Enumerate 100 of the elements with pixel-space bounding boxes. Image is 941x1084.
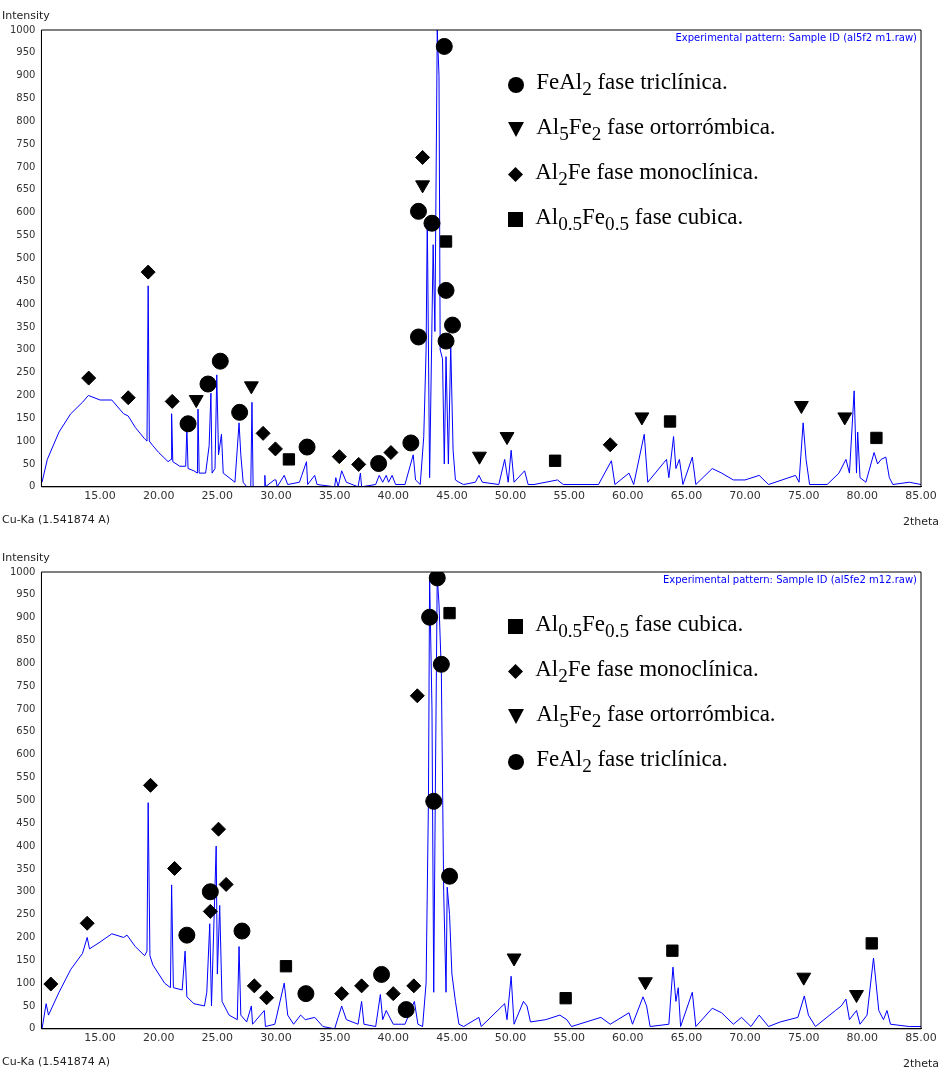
x-tick-label: 35.00 (318, 1031, 351, 1045)
point (297, 985, 315, 1003)
point (383, 445, 399, 461)
x-tick-label: 55.00 (553, 489, 585, 503)
y-tick-label: 50 (22, 999, 36, 1011)
x-tick-label: 20.00 (142, 1031, 175, 1045)
x-tick-label: 45.00 (436, 489, 468, 503)
y-tick-label: 450 (16, 816, 36, 828)
legend-label: Al$_{0.5}$Fe$_{0.5}$ fase cubica. (535, 204, 744, 235)
y-tick-label: 450 (16, 274, 36, 286)
y-tick-label: 600 (16, 206, 36, 218)
y-tick-label: 650 (16, 183, 36, 195)
y-tick-label: 200 (16, 931, 36, 943)
legend-label: Al$_{2}$Fe fase monoclínica. (535, 656, 759, 687)
point (548, 454, 562, 467)
x-tick-label: 55.00 (553, 1031, 585, 1045)
point (199, 375, 217, 393)
point (202, 903, 218, 919)
y-tick-label: 700 (16, 702, 36, 714)
y-tick-label: 800 (16, 114, 36, 126)
y-tick-label: 500 (16, 793, 36, 805)
point (385, 986, 401, 1002)
point (796, 972, 812, 986)
y-tick-label: 0 (29, 1022, 36, 1034)
y-tick-label: 0 (29, 480, 36, 492)
x-tick-label: 15.00 (84, 489, 116, 503)
y-tick-label: 900 (16, 611, 36, 623)
y-tick-label: 750 (16, 137, 36, 149)
y-tick-label: 900 (16, 69, 36, 81)
point (435, 37, 453, 55)
point (472, 451, 487, 465)
point (120, 390, 136, 406)
x-tick-label: 50.00 (494, 1031, 527, 1045)
point (279, 960, 293, 973)
point (406, 978, 422, 994)
x-tick-label: 15.00 (84, 1031, 116, 1045)
point (334, 986, 350, 1002)
point (143, 777, 159, 793)
y-tick-label: 850 (16, 92, 36, 104)
y-tick-label: 300 (16, 885, 36, 897)
point (211, 352, 229, 370)
point (231, 403, 249, 421)
point (370, 455, 388, 472)
y-axis-title: Intensity (2, 551, 51, 565)
point (663, 415, 677, 428)
legend-label: Al$_{0.5}$Fe$_{0.5}$ fase cubica. (535, 611, 744, 642)
y-tick-label: 550 (16, 229, 36, 241)
x-tick-label: 20.00 (142, 489, 175, 503)
y-tick-label: 200 (16, 389, 36, 401)
y-tick-label: 250 (16, 366, 36, 378)
point (409, 328, 427, 346)
point (43, 976, 59, 992)
point (506, 953, 522, 967)
point (428, 572, 446, 587)
y-tick-label: 850 (16, 634, 36, 646)
point (167, 860, 183, 876)
point (373, 965, 391, 983)
text: Cu-Ka (1.541874 A) (2, 513, 110, 527)
point (666, 944, 679, 957)
point (837, 412, 853, 426)
point (443, 606, 456, 620)
y-tick-label: 250 (16, 908, 36, 920)
x-tick-label: 60.00 (612, 489, 644, 503)
point (421, 608, 439, 626)
point (331, 449, 347, 465)
x-axis-title: 2theta (902, 1057, 939, 1071)
x-tick-label: 80.00 (846, 1031, 879, 1045)
y-tick-label: 700 (16, 160, 36, 172)
point (439, 235, 453, 248)
point (870, 431, 883, 445)
y-tick-label: 500 (16, 251, 36, 263)
x-tick-label: 30.00 (260, 489, 292, 503)
x-tick-label: 75.00 (787, 489, 820, 503)
y-tick-label: 550 (16, 771, 36, 783)
point (432, 655, 450, 673)
y-tick-label: 50 (22, 457, 36, 469)
x-tick-label: 65.00 (670, 1031, 703, 1045)
y-tick-label: 350 (16, 320, 36, 332)
y-tick-label: 800 (16, 656, 36, 668)
y-tick-label: 600 (16, 748, 36, 760)
y-tick-label: 150 (16, 411, 36, 423)
point (298, 438, 316, 456)
y-tick-label: 400 (16, 839, 36, 851)
legend-label: Al$_{2}$Fe fase monoclínica. (535, 159, 759, 190)
y-tick-label: 100 (16, 976, 36, 988)
legend-label: Al$_{5}$Fe$_{2}$ fase ortorrómbica. (536, 114, 776, 145)
point (437, 281, 455, 299)
point (164, 393, 180, 409)
x-axis-title: 2theta (902, 515, 939, 529)
point (179, 415, 197, 433)
x-tick-label: 40.00 (377, 489, 410, 503)
point (246, 978, 262, 994)
point (409, 202, 427, 220)
point (354, 978, 370, 994)
point (793, 400, 809, 414)
point (140, 264, 156, 280)
y-tick-label: 750 (16, 679, 36, 691)
y-tick-label: 950 (16, 46, 36, 58)
text: Experimental pattern: Sample ID (al5fe2 m12.raw) (662, 574, 917, 585)
point (178, 926, 196, 944)
